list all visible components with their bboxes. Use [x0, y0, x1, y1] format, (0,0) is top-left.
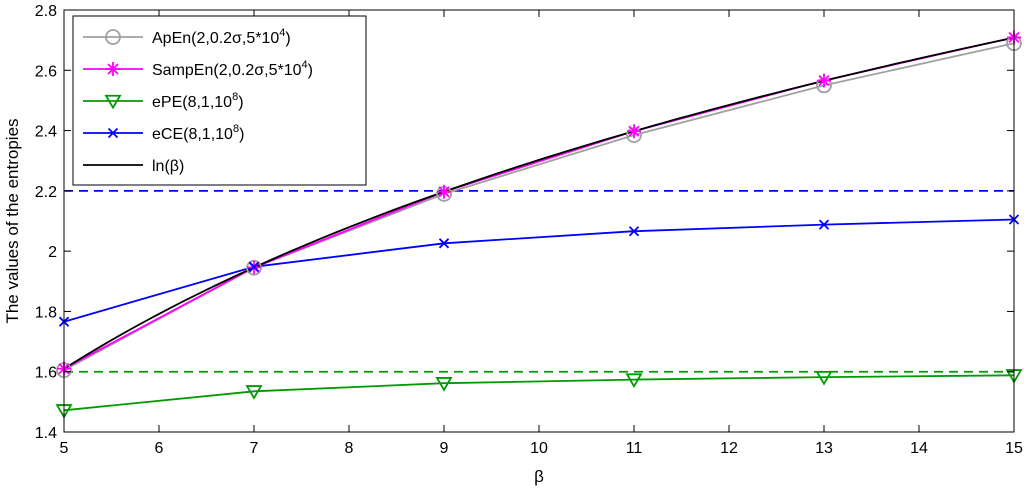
legend-label-4-main: ln(β) [152, 158, 184, 175]
series-2-point-2 [435, 377, 453, 392]
y-ticks: 1.4 1.6 1.8 2 2.2 2.4 2.6 2.8 [35, 3, 1014, 442]
x-tick-label-5: 10 [530, 440, 548, 457]
series-2-point-4 [815, 370, 833, 386]
legend-marker-1 [106, 62, 120, 76]
y-tick-label-3: 2 [48, 244, 57, 261]
series-1-point-3-stroke-3 [628, 125, 640, 137]
legend-label-3: eCE(8,1,108) [152, 123, 244, 143]
series-3-point-3 [628, 226, 640, 237]
series-1-point-3 [627, 124, 641, 139]
series-3-point-2 [438, 238, 450, 249]
legend-marker-3 [107, 127, 119, 139]
legend-marker-2 [104, 94, 122, 110]
x-tick-label-8: 13 [815, 440, 833, 457]
x-tick-label-6: 11 [626, 440, 643, 457]
legend-label-3-main: eCE(8,1,10 [152, 126, 233, 143]
y-tick-label-7: 2.8 [35, 3, 57, 20]
legend-label-4: ln(β) [152, 158, 184, 175]
series-3-point-1-stroke-b [248, 261, 260, 272]
x-tick-label-0: 5 [60, 440, 69, 457]
legend-label-0: ApEn(2,0.2σ,5*104) [152, 27, 291, 47]
series-line-4 [63, 36, 1015, 370]
x-tick-label-2: 7 [250, 440, 259, 457]
y-tick-label-2: 1.8 [35, 304, 57, 321]
y-tick-label-0: 1.4 [35, 425, 57, 442]
series-3-point-1 [248, 261, 260, 272]
x-axis-label: β [534, 467, 544, 486]
x-tick-label-7: 12 [720, 440, 738, 457]
x-ticks: 5 6 7 8 9 10 11 12 13 14 15 [60, 10, 1023, 457]
series-1-point-2 [437, 184, 451, 199]
series-3-point-3-stroke-b [628, 226, 640, 237]
series-line-2 [63, 374, 1015, 412]
reference-lines [64, 189, 1014, 373]
legend-label-1: SampEn(2,0.2σ,5*104) [152, 59, 313, 79]
legend-label-2-superscript: 8 [232, 91, 238, 103]
x-tick-label-1: 6 [155, 440, 164, 457]
legend-label-2-tail: ) [238, 94, 243, 111]
legend: ApEn(2,0.2σ,5*104)SampEn(2,0.2σ,5*104)eP… [72, 15, 367, 186]
y-tick-label-1: 1.6 [35, 365, 57, 382]
series-1-point-4-stroke-3 [818, 74, 830, 87]
series-lines [63, 36, 1015, 412]
legend-label-3-superscript: 8 [233, 123, 239, 135]
y-tick-label-4: 2.2 [35, 184, 57, 201]
y-tick-label-6: 2.6 [35, 63, 57, 80]
legend-label-1-superscript: 4 [302, 59, 308, 71]
legend-label-2-main: ePE(8,1,10 [152, 94, 232, 111]
legend-label-3-tail: ) [239, 126, 244, 143]
legend-label-2: ePE(8,1,108) [152, 91, 244, 111]
y-tick-label-5: 2.4 [35, 124, 57, 141]
legend-marker-3-stroke-b [107, 127, 119, 139]
legend-marker-0 [105, 29, 121, 45]
legend-label-1-tail: ) [308, 62, 313, 79]
series-2-point-1 [245, 385, 263, 400]
legend-marker-1-stroke-3 [107, 63, 119, 75]
x-tick-label-9: 14 [910, 440, 928, 457]
x-tick-label-10: 15 [1005, 440, 1023, 457]
series-1-point-4 [817, 73, 831, 88]
legend-label-0-tail: ) [285, 30, 290, 47]
series-3-point-4 [818, 219, 830, 230]
series-1-point-2-stroke-3 [438, 186, 450, 198]
x-tick-label-4: 9 [440, 440, 449, 457]
series-3-point-2-stroke-b [438, 238, 450, 249]
y-axis-label: The values of the entropies [3, 118, 22, 323]
series-2-point-3 [625, 373, 643, 388]
series-3-point-4-stroke-b [818, 219, 830, 230]
legend-label-1-main: SampEn(2,0.2σ,5*10 [152, 62, 302, 79]
legend-label-0-main: ApEn(2,0.2σ,5*10 [152, 30, 279, 47]
legend-label-0-superscript: 4 [279, 27, 285, 39]
x-tick-label-3: 8 [345, 440, 354, 457]
series-line-3 [63, 218, 1015, 323]
